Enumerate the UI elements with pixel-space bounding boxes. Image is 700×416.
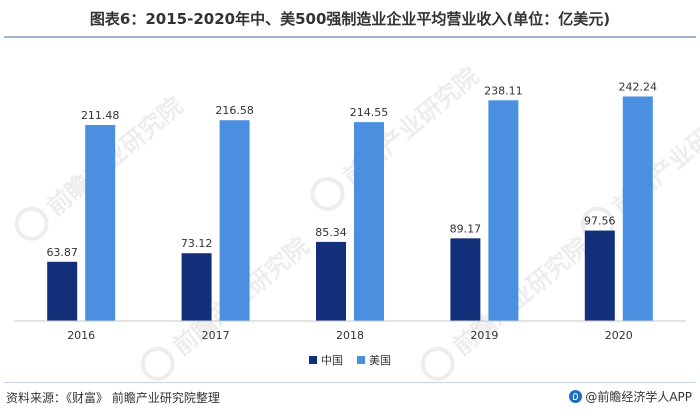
x-tick-label-2019: 2019 [470,329,498,342]
bar-china-2017 [181,253,212,321]
bar-chart: 63.87 211.48 2016 73.12 216.58 2017 85.34 214.5… [14,80,686,342]
bar-china-2016 [47,261,78,321]
legend-label-china: 中国 [321,354,343,367]
brand-text: @前瞻经济学人APP [585,390,692,404]
value-label-usa-2019: 238.11 [484,84,523,97]
x-tick-label-2020: 2020 [605,329,633,342]
brand-credit: @前瞻经济学人APP [569,388,692,405]
value-label-usa-2018: 214.55 [350,106,389,119]
source-note: 资料来源：《财富》 前瞻产业研究院整理 [6,391,220,405]
footer-divider [4,382,696,383]
legend: 中国 美国 [0,352,700,368]
value-label-china-2017: 73.12 [181,237,213,250]
value-label-usa-2017: 216.58 [215,104,254,117]
value-label-china-2016: 63.87 [46,246,78,259]
bar-usa-2019 [488,100,519,321]
chart-title: 图表6：2015-2020年中、美500强制造业企业平均营业收入(单位：亿美元) [89,10,611,28]
value-label-china-2019: 89.17 [450,222,482,235]
bar-china-2018 [316,241,346,321]
x-tick-label-2017: 2017 [202,329,230,342]
value-label-china-2018: 85.34 [315,226,347,239]
bar-usa-2020 [622,96,653,321]
legend-label-usa: 美国 [369,354,391,367]
title-divider [4,36,696,38]
legend-item-usa: 美国 [357,352,391,368]
brand-logo-icon [569,390,583,403]
bar-china-2020 [584,230,615,321]
value-label-usa-2016: 211.48 [81,109,120,122]
x-tick-label-2018: 2018 [336,329,364,342]
legend-item-china: 中国 [309,352,343,368]
bar-usa-2016 [85,124,116,321]
value-label-usa-2020: 242.24 [619,80,658,93]
bar-usa-2018 [354,122,384,321]
value-label-china-2020: 97.56 [584,215,616,228]
bar-china-2019 [450,238,481,321]
legend-swatch-china [309,356,317,364]
legend-swatch-usa [357,356,365,364]
bar-usa-2017 [219,120,250,321]
x-tick-label-2016: 2016 [67,329,95,342]
